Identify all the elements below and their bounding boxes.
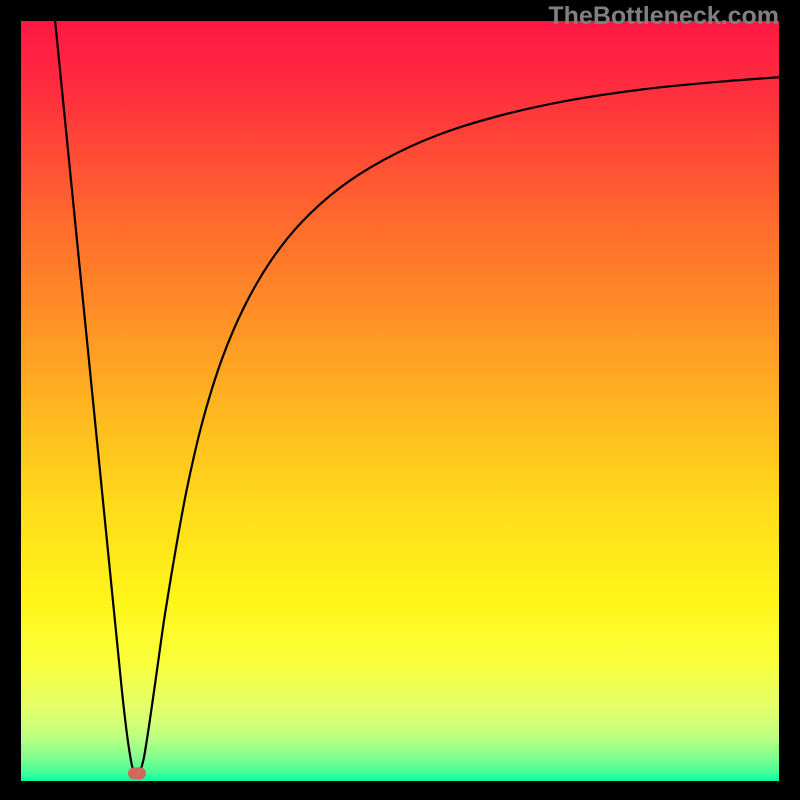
- watermark-text: TheBottleneck.com: [548, 2, 779, 31]
- plot-area: [21, 21, 779, 781]
- chart-container: TheBottleneck.com: [0, 0, 800, 800]
